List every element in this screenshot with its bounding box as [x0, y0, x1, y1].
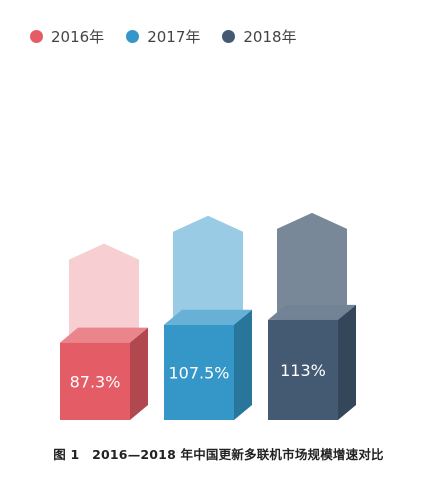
growth-arrow-2 — [173, 215, 243, 325]
bar-1 — [60, 342, 130, 420]
legend-swatch-2018 — [222, 30, 236, 43]
bar-2 — [164, 324, 234, 420]
bar-value-label-3: 113% — [280, 361, 326, 380]
growth-arrow-3 — [277, 212, 347, 320]
chart-caption: 图 1 2016—2018 年中国更新多联机市场规模增速对比 — [53, 447, 384, 462]
bar-top-3 — [268, 304, 356, 320]
legend-item-2017: 2017年 — [126, 26, 200, 47]
legend-item-2018: 2018年 — [222, 26, 297, 47]
legend-label-2017: 2017年 — [147, 28, 201, 46]
legend-label-2018: 2018年 — [243, 28, 297, 46]
legend-swatch-2016 — [30, 30, 43, 43]
bar-top-1 — [60, 327, 148, 343]
bar-value-label-2: 107.5% — [168, 363, 229, 382]
legend-label-2016: 2016年 — [51, 28, 105, 46]
bar-side-1 — [130, 327, 148, 420]
bar-top-2 — [164, 309, 252, 325]
legend-item-2016: 2016年 — [30, 26, 104, 47]
bar-value-label-1: 87.3% — [70, 372, 121, 391]
bar-side-3 — [338, 304, 356, 420]
bar-3 — [268, 319, 338, 420]
legend-swatch-2017 — [126, 30, 140, 43]
chart-legend: 2016年 2017年 2018年 — [30, 26, 297, 47]
growth-arrow-1 — [69, 243, 139, 343]
bar-side-2 — [234, 309, 252, 420]
